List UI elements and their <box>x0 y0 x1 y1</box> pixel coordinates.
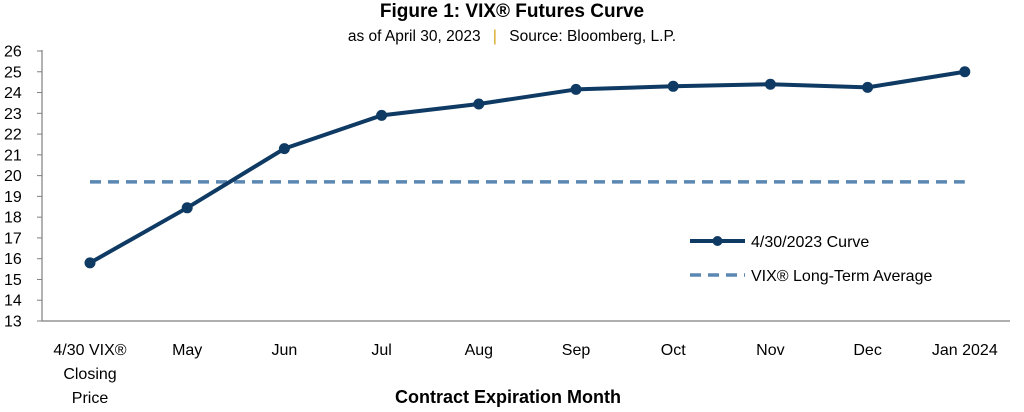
x-tick-label-line: Price <box>72 390 109 407</box>
series-point-curve <box>181 202 193 214</box>
y-tick-label: 16 <box>4 251 22 268</box>
x-tick-label: Oct <box>661 342 686 359</box>
y-tick-label: 20 <box>4 168 22 185</box>
y-tick-label: 21 <box>4 147 22 164</box>
chart-subtitle: as of April 30, 2023 | Source: Bloomberg… <box>348 28 676 45</box>
x-tick-label: Dec <box>853 342 881 359</box>
x-tick-label-line: May <box>172 342 202 359</box>
x-tick-label: Sep <box>562 342 591 359</box>
series-point-curve <box>278 143 290 155</box>
x-tick-label: Jul <box>371 342 391 359</box>
y-tick-label: 25 <box>4 64 22 81</box>
y-tick-label: 24 <box>4 85 22 102</box>
x-tick-label-line: Jul <box>371 342 391 359</box>
x-axis-title: Contract Expiration Month <box>395 387 621 407</box>
x-tick-label: Jun <box>272 342 298 359</box>
series-point-curve <box>84 257 96 269</box>
series-point-curve <box>959 66 971 78</box>
y-tick-label: 14 <box>4 293 22 310</box>
y-tick-label: 18 <box>4 210 22 227</box>
legend-average-label: VIX® Long-Term Average <box>751 268 932 285</box>
x-tick-label-line: Oct <box>661 342 686 359</box>
series-line-curve <box>89 69 966 265</box>
x-tick-label-line: Dec <box>853 342 881 359</box>
x-tick-label-line: Nov <box>756 342 784 359</box>
x-tick-label: May <box>172 342 202 359</box>
subtitle-source: Source: Bloomberg, L.P. <box>509 28 676 45</box>
series-point-curve <box>667 80 679 92</box>
x-tick-label: Jan 2024 <box>932 342 998 359</box>
legend-curve-label: 4/30/2023 Curve <box>751 234 869 251</box>
legend: 4/30/2023 Curve VIX® Long-Term Average <box>690 234 932 285</box>
series-point-curve <box>862 81 874 93</box>
x-tick-label-line: Jan 2024 <box>932 342 998 359</box>
series-point-curve <box>473 98 485 110</box>
subtitle-separator: | <box>493 28 497 45</box>
x-tick-label-line: Sep <box>562 342 591 359</box>
y-tick-label: 17 <box>4 230 22 247</box>
y-tick-label: 19 <box>4 189 22 206</box>
x-tick-label-line: Jun <box>272 342 298 359</box>
y-axis-ticks: 13 14 15 16 17 18 19 20 21 22 23 24 25 26 <box>4 44 42 331</box>
series-point-curve <box>570 83 582 95</box>
x-axis-ticks: 4/30 VIX® Closing Price May Jun Jul Aug Sep Oct N… <box>53 342 997 407</box>
y-tick-label: 23 <box>4 106 22 123</box>
y-tick-label: 26 <box>4 44 22 61</box>
subtitle-date: as of April 30, 2023 <box>348 28 481 45</box>
series-point-curve <box>376 109 388 121</box>
series-point-curve <box>764 78 776 90</box>
x-tick-label-line: Aug <box>465 342 493 359</box>
y-tick-label: 15 <box>4 272 22 289</box>
y-tick-label: 13 <box>4 314 22 331</box>
x-tick-label: 4/30 VIX® Closing Price <box>53 342 126 407</box>
x-tick-label: Aug <box>465 342 493 359</box>
y-tick-label: 22 <box>4 127 22 144</box>
x-tick-label-line: Closing <box>63 366 116 383</box>
legend-curve-marker <box>712 236 723 246</box>
axes <box>41 50 1010 322</box>
x-tick-label: Nov <box>756 342 784 359</box>
chart-title: Figure 1: VIX® Futures Curve <box>380 1 644 22</box>
series-layer <box>84 66 971 269</box>
x-tick-label-line: 4/30 VIX® <box>53 342 126 359</box>
